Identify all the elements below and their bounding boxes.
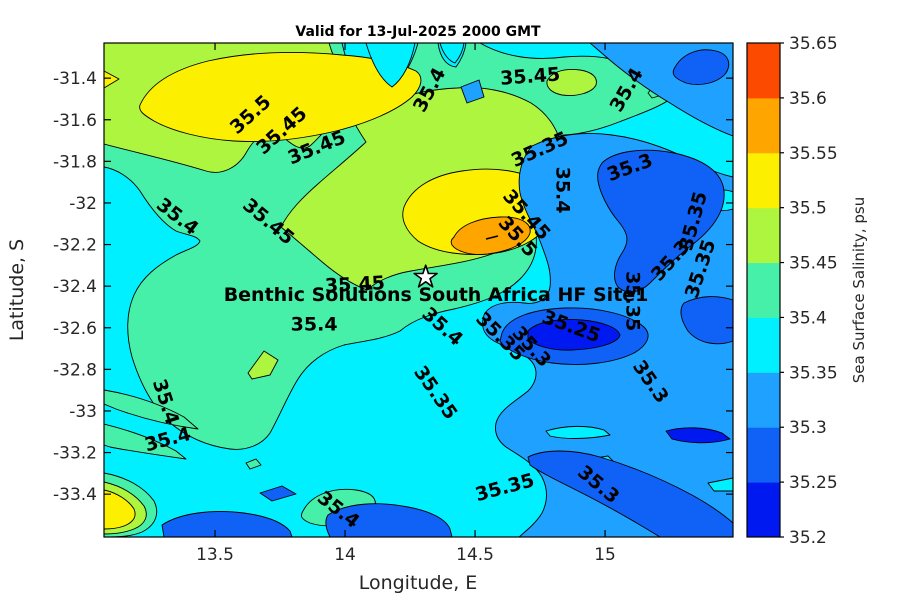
y-tick-label: -32.8	[53, 360, 97, 380]
colorbar-tick-labels: 35.2 35.25 35.3 35.35 35.4 35.45 35.5 35.55 35.6…	[780, 34, 838, 548]
axis-ticks	[104, 43, 733, 537]
contour-region-35_3-35_35	[460, 79, 485, 104]
y-tick-label: -32	[69, 194, 97, 214]
colorbar-segment	[747, 207, 780, 264]
y-tick-label: -31.8	[53, 152, 97, 172]
contour-label: 35.35	[622, 271, 644, 331]
colorbar-tick-label: 35.55	[789, 144, 838, 164]
contour-region-35_55	[450, 216, 531, 255]
contour-region-35_4	[104, 423, 187, 460]
contour-region-35_4	[245, 458, 262, 470]
contour-region-35_45	[247, 350, 279, 380]
colorbar-tick-label: 35.4	[789, 308, 827, 328]
contour-region-35_35	[707, 477, 733, 492]
y-tick-label: -31.6	[53, 111, 97, 131]
y-tick-label: -33.2	[53, 444, 97, 464]
x-axis-tick-labels: 13.5 14 14.5 15	[196, 545, 616, 565]
y-tick-label: -32.6	[53, 319, 97, 339]
contour-label: 35.4	[552, 167, 574, 214]
colorbar-segment	[747, 427, 780, 483]
contour-label: 35.45	[324, 272, 385, 297]
colorbar-segment	[747, 43, 780, 99]
y-tick-label: -33.4	[53, 485, 97, 505]
colorbar-segment	[747, 372, 780, 428]
chart-title: Valid for 13-Jul-2025 2000 GMT	[295, 24, 541, 40]
contour-region-35_25-35_3	[325, 503, 453, 537]
site-star-marker	[413, 264, 438, 288]
x-tick-label: 15	[594, 545, 616, 565]
colorbar-label: Sea Surface Salinity, psu	[850, 197, 868, 383]
x-tick-label: 14.5	[456, 545, 494, 565]
contour-region-35_2-35_25	[527, 319, 621, 351]
y-tick-label: -32.4	[53, 277, 97, 297]
contour-region-35_5	[104, 70, 120, 89]
contour-region-35_25-35_3	[597, 149, 725, 293]
site-annotation: Benthic Solutions South Africa HF Site1	[224, 284, 649, 306]
contour-region-35_35	[365, 43, 416, 88]
y-tick-label: -32.2	[53, 236, 97, 256]
x-tick-label: 14	[334, 545, 356, 565]
colorbar-tick-label: 35.25	[789, 473, 838, 493]
colorbar-tick-label: 35.3	[789, 418, 827, 438]
colorbar-segment	[747, 152, 780, 209]
y-axis-tick-labels: -31.4 -31.6 -31.8 -32 -32.2 -32.4 -32.6 -32.8 -3…	[53, 69, 97, 505]
contour-region-35_25-35_3	[161, 511, 293, 537]
y-axis-label: Latitude, S	[6, 239, 28, 341]
colorbar-tick-label: 35.65	[789, 34, 838, 54]
colorbar-tick-label: 35.45	[789, 254, 838, 274]
colorbar-segment	[747, 317, 780, 373]
colorbar-tick-label: 35.5	[789, 199, 827, 219]
x-tick-label: 13.5	[196, 545, 234, 565]
contour-region-35_35	[545, 425, 611, 439]
colorbar-border	[746, 42, 781, 538]
contour-region-35_4	[104, 389, 199, 430]
contour-region-35_25-35_3	[672, 49, 730, 85]
colorbar-segment	[747, 482, 780, 538]
contour-region-35_25-35_3	[259, 485, 297, 502]
colorbar	[747, 43, 780, 538]
contour-inline-dash	[485, 235, 499, 240]
y-tick-label: -31.4	[53, 69, 97, 89]
colorbar-segment	[747, 97, 780, 154]
contour-label: 35.45	[499, 64, 560, 90]
contour-region-35_25-35_3	[527, 450, 733, 537]
colorbar-segment	[747, 262, 780, 318]
x-axis-label: Longitude, E	[359, 572, 478, 594]
colorbar-tick-label: 35.35	[789, 363, 838, 383]
contour-region-35_25-35_3	[680, 296, 733, 345]
plot-border	[103, 42, 734, 538]
contour-region-35_2-35_25	[665, 427, 731, 444]
colorbar-tick-label: 35.6	[789, 89, 827, 109]
contour-label: 35.4	[291, 314, 338, 336]
contour-region-35_35	[439, 43, 465, 64]
contour-region-35_45	[546, 69, 597, 96]
y-tick-label: -33	[69, 402, 97, 422]
contour-region-35_5	[104, 489, 136, 530]
contour-fill-layers	[104, 43, 733, 537]
colorbar-tick-label: 35.2	[789, 528, 827, 548]
contour-region-35_5	[139, 52, 422, 142]
